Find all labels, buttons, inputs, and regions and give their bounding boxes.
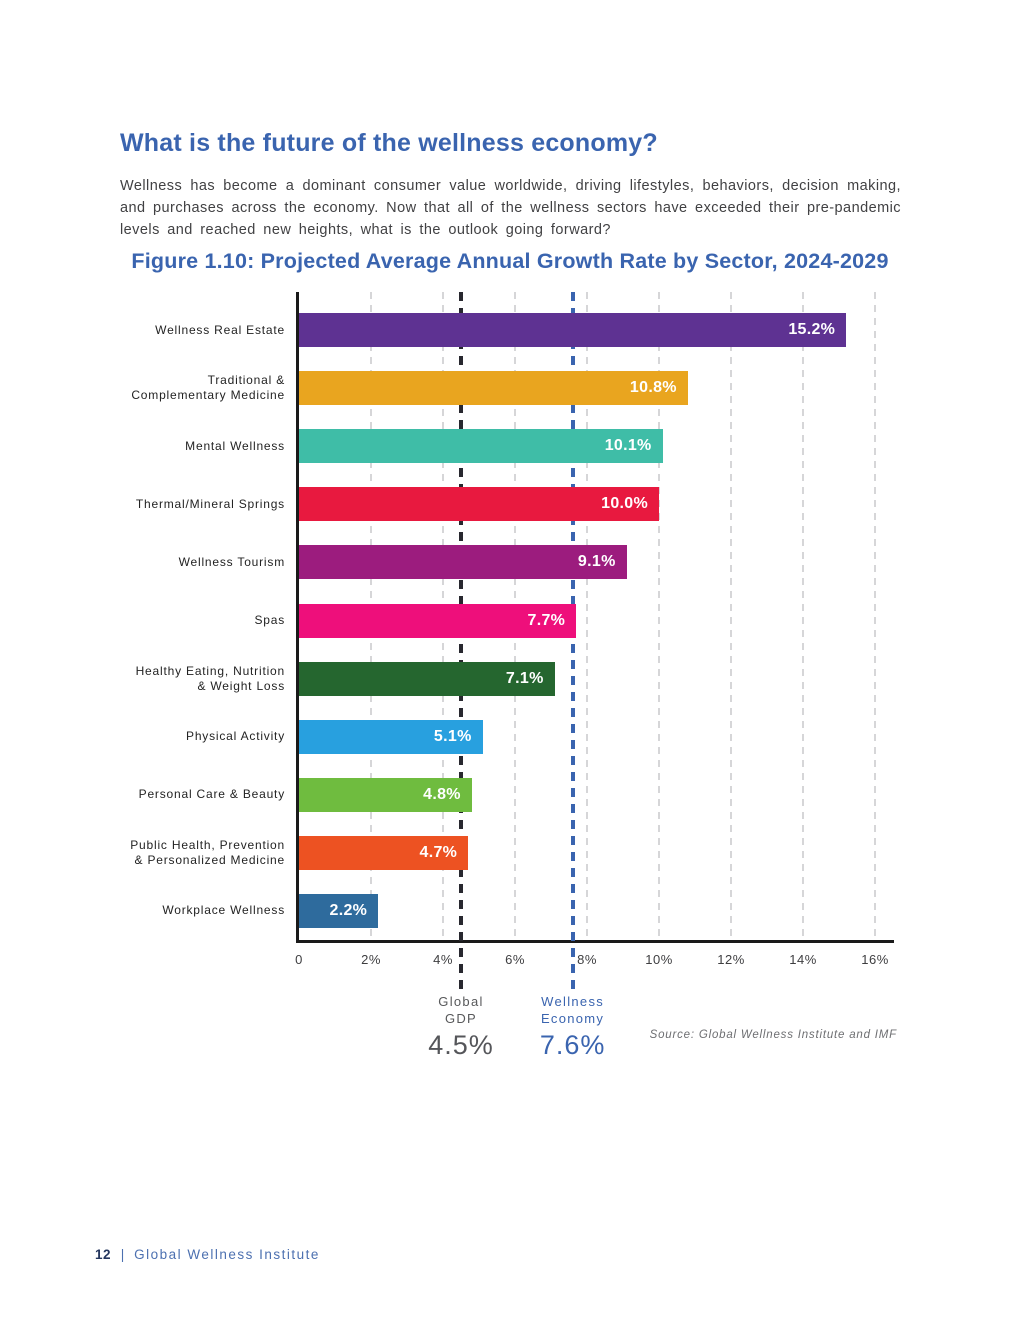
reference-value: 7.6%	[539, 1030, 606, 1060]
bar: 4.8%	[299, 777, 472, 812]
bar-category-label: Thermal/Mineral Springs	[135, 496, 285, 511]
bar-category-label: Physical Activity	[186, 729, 285, 744]
reference-annotation: Wellness Economy 7.6%	[493, 993, 653, 1061]
bar-category-label: Public Health, Prevention & Personalized…	[130, 837, 285, 867]
gridline	[874, 292, 876, 940]
x-axis-tick-label: 14%	[789, 952, 817, 967]
bar-row: Healthy Eating, Nutrition & Weight Loss 7…	[136, 650, 894, 708]
bar: 7.7%	[299, 603, 577, 638]
bar-value-label: 4.7%	[419, 843, 458, 861]
bar: 10.8%	[299, 371, 688, 406]
bar-row: Physical Activity 5.1%	[186, 708, 894, 766]
x-axis-tick-label: 6%	[505, 952, 525, 967]
bar: 2.2%	[299, 893, 379, 928]
bar-category-label: Wellness Real Estate	[155, 322, 285, 337]
reference-value: 4.5%	[428, 1030, 494, 1060]
bar-row: Wellness Real Estate 15.2%	[155, 301, 894, 359]
bar-category-label: Healthy Eating, Nutrition & Weight Loss	[135, 663, 285, 693]
reference-annotation: Global GDP 4.5%	[381, 993, 541, 1061]
x-axis-tick-label: 10%	[645, 952, 673, 967]
x-axis-tick-label: 12%	[717, 952, 745, 967]
figure-title: Figure 1.10: Projected Average Annual Gr…	[131, 249, 889, 273]
bar-value-label: 10.0%	[601, 495, 648, 513]
bar-value-label: 10.1%	[604, 437, 652, 455]
reference-label: Wellness Economy	[540, 994, 605, 1026]
bar-value-label: 2.2%	[329, 901, 368, 919]
bar-row: Wellness Tourism 9.1%	[179, 533, 894, 591]
footer-separator: |	[120, 1247, 125, 1262]
bar: 9.1%	[299, 545, 627, 580]
reference-line	[459, 292, 463, 995]
x-axis-tick-label: 8%	[577, 952, 597, 967]
bar-value-label: 10.8%	[629, 379, 677, 397]
bar-row: Personal Care & Beauty 4.8%	[139, 766, 894, 824]
page-title: What is the future of the wellness econo…	[120, 128, 658, 157]
bars-container: Wellness Real Estate 15.2% Traditional & C…	[130, 301, 894, 940]
gridline	[586, 292, 588, 940]
bar-category-label: Workplace Wellness	[162, 903, 285, 918]
bar: 7.1%	[299, 661, 555, 696]
bar-category-label: Spas	[254, 613, 285, 628]
bar: 10.0%	[299, 487, 659, 522]
source-note: Source: Global Wellness Institute and IM…	[649, 1029, 897, 1041]
x-axis-tick-label: 0	[295, 952, 303, 967]
bar: 4.7%	[299, 835, 469, 870]
bar-value-label: 7.1%	[505, 669, 544, 687]
bar: 15.2%	[299, 313, 847, 348]
reference-line	[570, 292, 575, 995]
bar-category-label: Wellness Tourism	[178, 554, 285, 569]
bar-value-label: 15.2%	[788, 321, 836, 339]
x-axis-tick-label: 16%	[861, 952, 889, 967]
reference-label: Global GDP	[438, 994, 484, 1026]
bar: 10.1%	[299, 429, 663, 464]
footer-organization: Global Wellness Institute	[134, 1247, 320, 1262]
page-number: 12	[95, 1247, 112, 1262]
gridline	[658, 292, 660, 940]
bar-row: Workplace Wellness 2.2%	[162, 882, 894, 940]
page-footer: 12 | Global Wellness Institute	[95, 1247, 320, 1262]
bar-row: Public Health, Prevention & Personalized…	[130, 824, 894, 882]
bar-category-label: Personal Care & Beauty	[138, 787, 285, 802]
bar-category-label: Traditional & Complementary Medicine	[131, 373, 285, 403]
x-axis-tick-label: 2%	[361, 952, 381, 967]
intro-paragraph: Wellness has become a dominant consumer …	[120, 177, 902, 238]
bar-row: Mental Wellness 10.1%	[185, 417, 894, 475]
gridline	[730, 292, 732, 940]
bar-row: Traditional & Complementary Medicine 10.8…	[131, 359, 894, 417]
gridline	[802, 292, 804, 940]
bar-value-label: 7.7%	[527, 611, 566, 629]
bar-value-label: 4.8%	[423, 785, 461, 803]
plot-area: Wellness Real Estate 15.2% Traditional & C…	[130, 292, 894, 943]
bar-row: Spas 7.7%	[254, 591, 894, 649]
bar-value-label: 9.1%	[577, 553, 616, 571]
x-axis-tick-label: 4%	[433, 952, 453, 967]
bar-chart: Wellness Real Estate 15.2% Traditional & C…	[120, 292, 900, 1082]
bar-value-label: 5.1%	[433, 727, 472, 745]
bar: 5.1%	[299, 719, 483, 754]
bar-row: Thermal/Mineral Springs 10.0%	[136, 475, 894, 533]
bar-category-label: Mental Wellness	[185, 438, 285, 453]
